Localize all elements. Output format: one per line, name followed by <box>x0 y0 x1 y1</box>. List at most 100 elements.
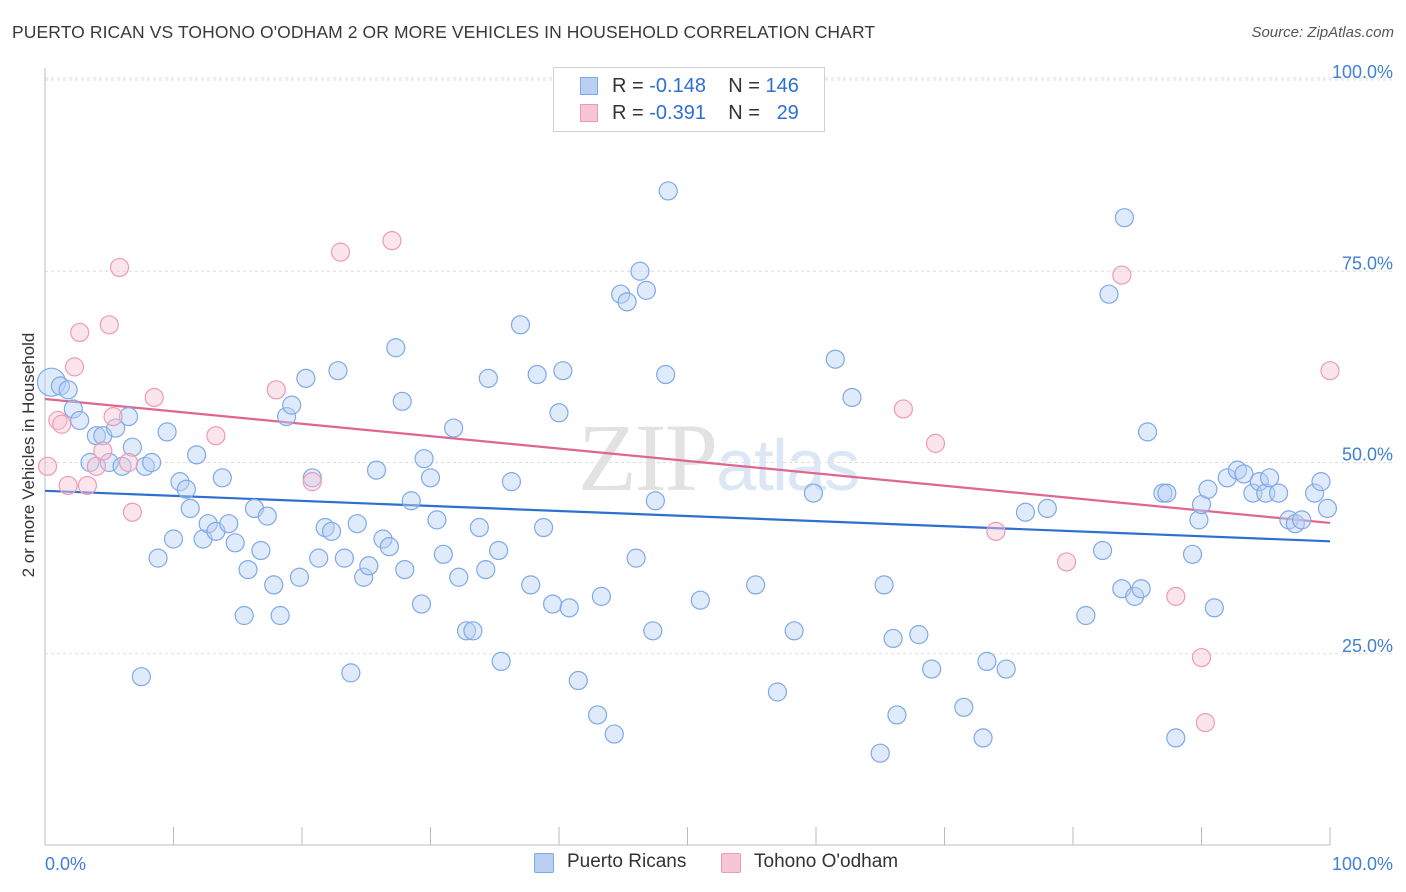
point-tohono-oodham <box>1320 361 1340 381</box>
point-puerto-ricans <box>180 498 200 518</box>
point-puerto-ricans <box>591 586 612 606</box>
point-puerto-ricans <box>401 491 421 511</box>
point-puerto-ricans <box>328 361 348 381</box>
point-puerto-ricans <box>359 556 379 576</box>
point-puerto-ricans <box>746 575 766 595</box>
point-puerto-ricans <box>977 651 997 672</box>
n-value-tohono-oodham: 29 <box>776 102 799 124</box>
point-puerto-ricans <box>219 514 239 534</box>
point-puerto-ricans <box>1249 472 1269 492</box>
point-tohono-oodham <box>58 475 78 496</box>
point-puerto-ricans <box>264 575 284 595</box>
point-puerto-ricans <box>690 590 710 610</box>
point-tohono-oodham <box>1112 265 1132 285</box>
point-puerto-ricans <box>276 407 297 427</box>
point-tohono-oodham <box>1195 712 1215 733</box>
point-puerto-ricans <box>521 575 541 595</box>
point-puerto-ricans <box>626 548 646 568</box>
point-puerto-ricans <box>1125 586 1145 606</box>
point-puerto-ricans <box>420 468 441 488</box>
point-puerto-ricans <box>225 533 245 553</box>
point-puerto-ricans <box>334 548 355 568</box>
point-puerto-ricans <box>870 743 890 763</box>
point-puerto-ricans <box>922 659 942 679</box>
bottom-legend-swatch-puerto-ricans <box>534 853 554 873</box>
point-puerto-ricans <box>257 506 277 526</box>
point-puerto-ricans <box>1304 483 1325 503</box>
point-puerto-ricans <box>386 338 406 358</box>
point-puerto-ricans <box>954 697 974 717</box>
r-value-puerto-ricans: -0.148 <box>649 75 706 97</box>
x-tick-label: 100.0% <box>1332 854 1393 874</box>
point-puerto-ricans <box>411 594 432 614</box>
point-puerto-ricans <box>568 670 588 691</box>
point-tohono-oodham <box>1166 586 1186 606</box>
trend-line-tohono-oodham <box>44 397 1331 525</box>
point-tohono-oodham <box>48 410 68 431</box>
point-puerto-ricans <box>1189 510 1209 530</box>
point-puerto-ricans <box>198 514 218 534</box>
point-puerto-ricans <box>1092 540 1113 561</box>
point-puerto-ricans <box>636 280 656 300</box>
point-tohono-oodham <box>925 433 946 453</box>
point-puerto-ricans <box>501 472 522 492</box>
y-tick-label: 75.0% <box>1342 253 1393 273</box>
point-puerto-ricans <box>63 399 83 419</box>
point-puerto-ricans <box>444 418 464 438</box>
point-puerto-ricans <box>106 418 126 438</box>
point-puerto-ricans <box>366 460 387 480</box>
point-puerto-ricans <box>1037 498 1057 518</box>
point-puerto-ricans <box>456 621 477 641</box>
point-puerto-ricans <box>973 728 993 748</box>
point-puerto-ricans <box>187 445 207 465</box>
point-puerto-ricans <box>510 315 531 335</box>
scatter-points <box>36 181 1340 763</box>
point-tohono-oodham <box>64 357 85 377</box>
point-tohono-oodham <box>37 456 58 476</box>
point-puerto-ricans <box>643 621 663 641</box>
bottom-legend-swatch-tohono-oodham <box>721 853 741 873</box>
n-label: N = <box>728 102 760 124</box>
point-puerto-ricans <box>533 517 554 538</box>
point-puerto-ricans <box>587 705 608 725</box>
point-puerto-ricans <box>1137 422 1158 442</box>
point-puerto-ricans <box>604 724 624 744</box>
point-puerto-ricans <box>469 517 489 538</box>
trend-lines <box>44 397 1331 543</box>
point-puerto-ricans <box>1317 498 1338 518</box>
point-puerto-ricans <box>883 628 903 649</box>
point-tohono-oodham <box>118 452 139 473</box>
point-puerto-ricans <box>395 559 415 580</box>
point-puerto-ricans <box>842 387 862 408</box>
point-puerto-ricans <box>630 261 650 281</box>
r-label: R = <box>612 75 644 97</box>
point-puerto-ricans <box>463 621 483 641</box>
point-tohono-oodham <box>122 502 142 522</box>
point-puerto-ricans <box>489 540 509 561</box>
point-puerto-ricans <box>476 559 496 580</box>
y-tick-label: 25.0% <box>1342 636 1393 656</box>
axes <box>44 68 1331 846</box>
point-puerto-ricans <box>251 540 271 561</box>
point-tohono-oodham <box>52 414 72 434</box>
point-puerto-ricans <box>1182 544 1203 564</box>
point-puerto-ricans <box>767 682 788 702</box>
point-puerto-ricans <box>341 663 361 683</box>
point-puerto-ricans <box>414 449 434 469</box>
point-puerto-ricans <box>309 548 329 568</box>
point-tohono-oodham <box>103 407 123 427</box>
point-tohono-oodham <box>1191 647 1212 668</box>
point-puerto-ricans <box>887 705 907 725</box>
legend-swatch-puerto-ricans <box>580 77 598 95</box>
point-puerto-ricans <box>1268 483 1289 503</box>
point-puerto-ricans <box>70 410 90 431</box>
y-tick-label: 100.0% <box>1332 62 1393 82</box>
point-puerto-ricans <box>784 621 804 641</box>
r-value-tohono-oodham: -0.391 <box>649 102 706 124</box>
n-label: N = <box>728 75 760 97</box>
point-puerto-ricans <box>1076 605 1096 626</box>
point-puerto-ricans <box>163 529 184 549</box>
point-puerto-ricans <box>1260 468 1280 488</box>
point-puerto-ricans <box>142 452 162 473</box>
point-tohono-oodham <box>206 426 226 446</box>
